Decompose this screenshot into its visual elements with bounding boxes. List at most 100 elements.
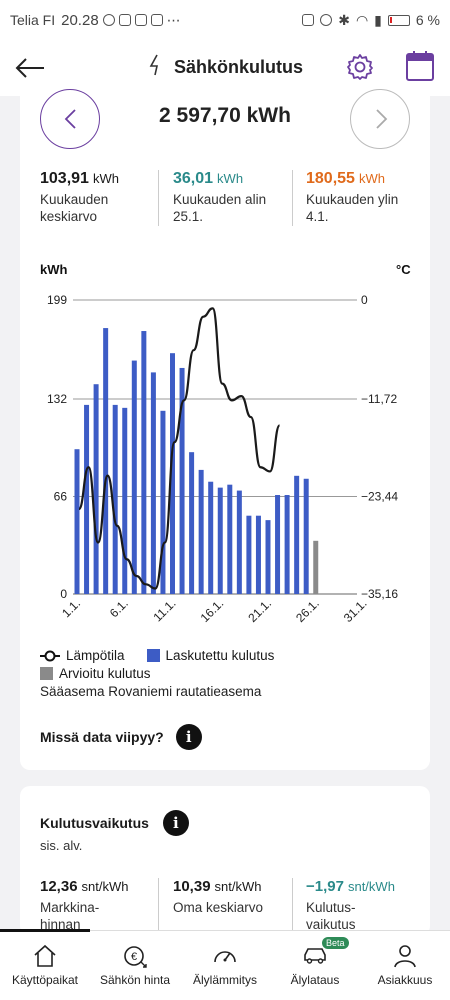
info-icon[interactable]: i — [162, 810, 189, 836]
billed-bar[interactable] — [265, 520, 271, 594]
billed-bar[interactable] — [170, 353, 175, 594]
battery-text: 6 % — [415, 12, 440, 28]
stat-own-average: 10,39 snt/kWh Oma keskiarvo — [173, 878, 263, 916]
billed-bar[interactable] — [294, 475, 300, 594]
stat-average-label: Kuukauden — [40, 192, 109, 207]
weather-station: Sääasema Rovaniemi rautatieasema — [40, 684, 262, 699]
billed-bar[interactable] — [227, 484, 233, 594]
info-icon[interactable]: i — [175, 724, 202, 750]
beta-badge: Beta — [322, 937, 349, 949]
active-tab-indicator — [0, 929, 90, 932]
x-tick-label: 26.1. — [293, 596, 322, 625]
left-tick-label: 0 — [60, 587, 67, 601]
billed-bar[interactable] — [303, 478, 309, 594]
billed-bar[interactable] — [189, 452, 195, 594]
legend-billed[interactable]: Laskutettu kulutus — [146, 648, 275, 663]
billed-swatch — [146, 649, 160, 662]
estimated-swatch — [40, 667, 53, 680]
left-tick-label: 199 — [47, 293, 67, 307]
stat-average-unit: kWh — [92, 171, 119, 186]
clock-text: 20.28 — [61, 11, 99, 29]
estimated-bar[interactable] — [313, 540, 319, 594]
calendar-icon[interactable] — [405, 50, 435, 82]
billed-bar[interactable] — [198, 469, 204, 594]
right-tick-label: −23,44 — [361, 489, 398, 503]
stat-average: 103,91 kWh Kuukauden keskiarvo — [40, 170, 119, 225]
month-total: 2 597,70 kWh — [159, 104, 291, 127]
stat-min-date: 25.1. — [173, 209, 204, 224]
page-title: Sähkönkulutus — [174, 57, 304, 77]
nav-sahkon-hinta-label: Sähkön hinta — [99, 973, 171, 987]
previous-month-button[interactable] — [40, 89, 100, 149]
nav-alylataus-label: Älylataus — [290, 973, 340, 987]
consumption-chart[interactable]: kWh °C 199 0 132 −11,72 66 −23,44 0 −35,16 1.1. 6.1… — [20, 257, 430, 637]
next-month-button[interactable] — [350, 89, 410, 149]
billed-bar[interactable] — [141, 331, 147, 594]
app-header: Sähkönkulutus — [0, 40, 450, 96]
stat-max: 180,55 kWh Kuukauden ylin 4.1. — [306, 170, 398, 225]
left-axis-label: kWh — [40, 262, 68, 277]
billed-bar[interactable] — [131, 360, 137, 594]
billed-bar[interactable] — [150, 372, 156, 594]
user-icon — [394, 945, 416, 968]
billed-bar[interactable] — [275, 495, 281, 594]
stat-max-label: Kuukauden ylin — [306, 192, 399, 207]
billed-bar[interactable] — [74, 449, 80, 594]
x-tick-label: 21.1. — [245, 596, 274, 625]
bolt-icon — [148, 54, 164, 81]
stat-consumption-impact: −1,97 snt/kWh Kulutus-vaikutus — [306, 878, 395, 933]
billed-bar[interactable] — [122, 407, 128, 594]
stat-own-value: 10,39 — [173, 878, 211, 895]
billed-bar[interactable] — [160, 410, 166, 594]
gear-icon[interactable] — [345, 52, 375, 82]
nav-alylammitys-label: Älylämmitys — [192, 973, 257, 987]
data-delay-row[interactable]: Missä data viipyy? i — [40, 724, 202, 750]
billed-bar[interactable] — [112, 404, 118, 594]
billed-bar[interactable] — [217, 487, 223, 594]
nav-alylataus[interactable]: Beta Älylataus — [270, 937, 360, 987]
stat-average-value: 103,91 — [40, 170, 89, 187]
stat-min-unit: kWh — [217, 171, 244, 186]
billed-bar[interactable] — [93, 384, 99, 594]
stat-min-value: 36,01 — [173, 170, 214, 187]
stat-market-unit: snt/kWh — [81, 879, 129, 894]
legend-temperature[interactable]: Lämpötila — [40, 648, 125, 663]
nav-alylammitys[interactable]: Älylämmitys — [180, 943, 270, 987]
gauge-icon — [214, 951, 236, 963]
left-tick-label: 132 — [47, 392, 67, 406]
billed-bar[interactable] — [236, 490, 242, 594]
x-tick-label: 11.1. — [150, 596, 178, 624]
more-notifications-icon: ⋯ — [166, 11, 181, 28]
stat-impact-unit: snt/kWh — [347, 879, 395, 894]
stat-market-label-2: hinnan — [40, 917, 81, 932]
x-tick-label: 6.1. — [107, 596, 131, 620]
mail-icon-2 — [150, 14, 163, 26]
nav-kayttopaikat[interactable]: Käyttöpaikat — [0, 943, 90, 987]
nav-asiakkuus[interactable]: Asiakkuus — [360, 943, 450, 987]
billed-bar[interactable] — [179, 367, 185, 594]
billed-bar[interactable] — [208, 481, 214, 594]
instagram-icon — [118, 14, 131, 26]
nav-sahkon-hinta[interactable]: € Sähkön hinta — [90, 943, 180, 987]
legend-billed-label: Laskutettu kulutus — [165, 648, 275, 663]
x-tick-label: 16.1. — [198, 596, 227, 625]
billed-bar[interactable] — [284, 495, 290, 594]
billed-bar[interactable] — [246, 515, 252, 594]
billed-bar[interactable] — [84, 404, 90, 594]
billed-bar[interactable] — [103, 328, 109, 594]
divider — [158, 170, 159, 226]
nav-kayttopaikat-label: Käyttöpaikat — [11, 973, 79, 987]
stat-market-label: Markkina- — [40, 900, 100, 915]
car-icon — [304, 948, 326, 964]
stat-impact-label: Kulutus- — [306, 900, 356, 915]
month-stats: 103,91 kWh Kuukauden keskiarvo 36,01 kWh Ku… — [20, 170, 430, 228]
wifi-icon: ◠ — [355, 11, 369, 28]
signal-icon: ▮ — [374, 11, 382, 28]
divider — [158, 878, 159, 936]
data-delay-label: Missä data viipyy? — [40, 729, 164, 745]
billed-bar[interactable] — [255, 515, 261, 594]
arrow-left-icon[interactable] — [14, 52, 46, 84]
mute-icon — [320, 14, 333, 26]
stat-max-date: 4.1. — [306, 209, 329, 224]
legend-estimated[interactable]: Arvioitu kulutus — [40, 666, 151, 681]
